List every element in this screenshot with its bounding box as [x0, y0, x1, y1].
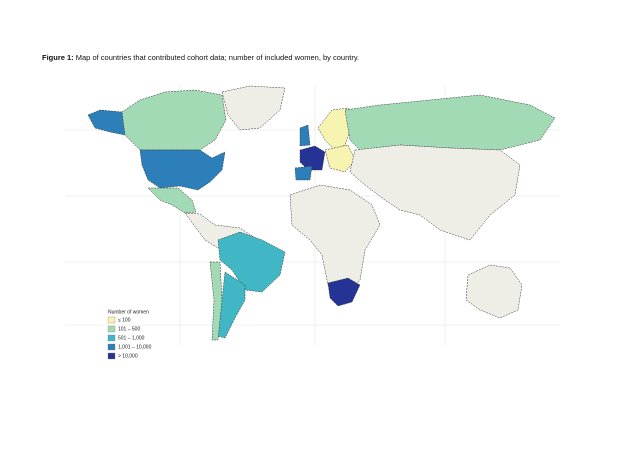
- countries: [87, 85, 556, 341]
- figure-caption: Figure 1: Map of countries that contribu…: [42, 53, 359, 62]
- legend-label: > 10,000: [118, 353, 138, 359]
- legend-label: 1,001 – 10,000: [118, 344, 152, 350]
- asia: [349, 144, 521, 241]
- south-africa: [327, 277, 361, 307]
- legend-swatch: [107, 325, 116, 333]
- legend-swatch: [107, 343, 116, 351]
- legend: Number of women ≤ 100 101 – 500 501 – 1,00…: [107, 309, 152, 360]
- alaska: [87, 109, 126, 136]
- scandinavia: [317, 107, 353, 151]
- legend-title: Number of women: [108, 309, 149, 315]
- mexico: [147, 187, 197, 214]
- legend-swatch: [107, 334, 116, 342]
- legend-label: ≤ 100: [118, 317, 131, 323]
- caption-text: Map of countries that contributed cohort…: [75, 53, 360, 62]
- legend-label: 501 – 1,000: [118, 335, 145, 341]
- uk: [299, 124, 311, 147]
- canada: [121, 89, 227, 151]
- australia: [465, 264, 523, 319]
- caption-label: Figure 1:: [42, 53, 74, 62]
- argentina: [217, 271, 246, 339]
- greenland: [221, 85, 286, 131]
- france: [299, 145, 326, 171]
- legend-label: 101 – 500: [118, 326, 140, 332]
- legend-swatch: [107, 352, 116, 360]
- brazil: [217, 231, 286, 293]
- spain: [294, 165, 313, 181]
- russia: [344, 94, 556, 151]
- usa: [139, 149, 226, 191]
- chile: [209, 261, 223, 341]
- legend-swatch: [107, 316, 116, 324]
- africa: [289, 184, 381, 301]
- central-europe: [324, 144, 356, 173]
